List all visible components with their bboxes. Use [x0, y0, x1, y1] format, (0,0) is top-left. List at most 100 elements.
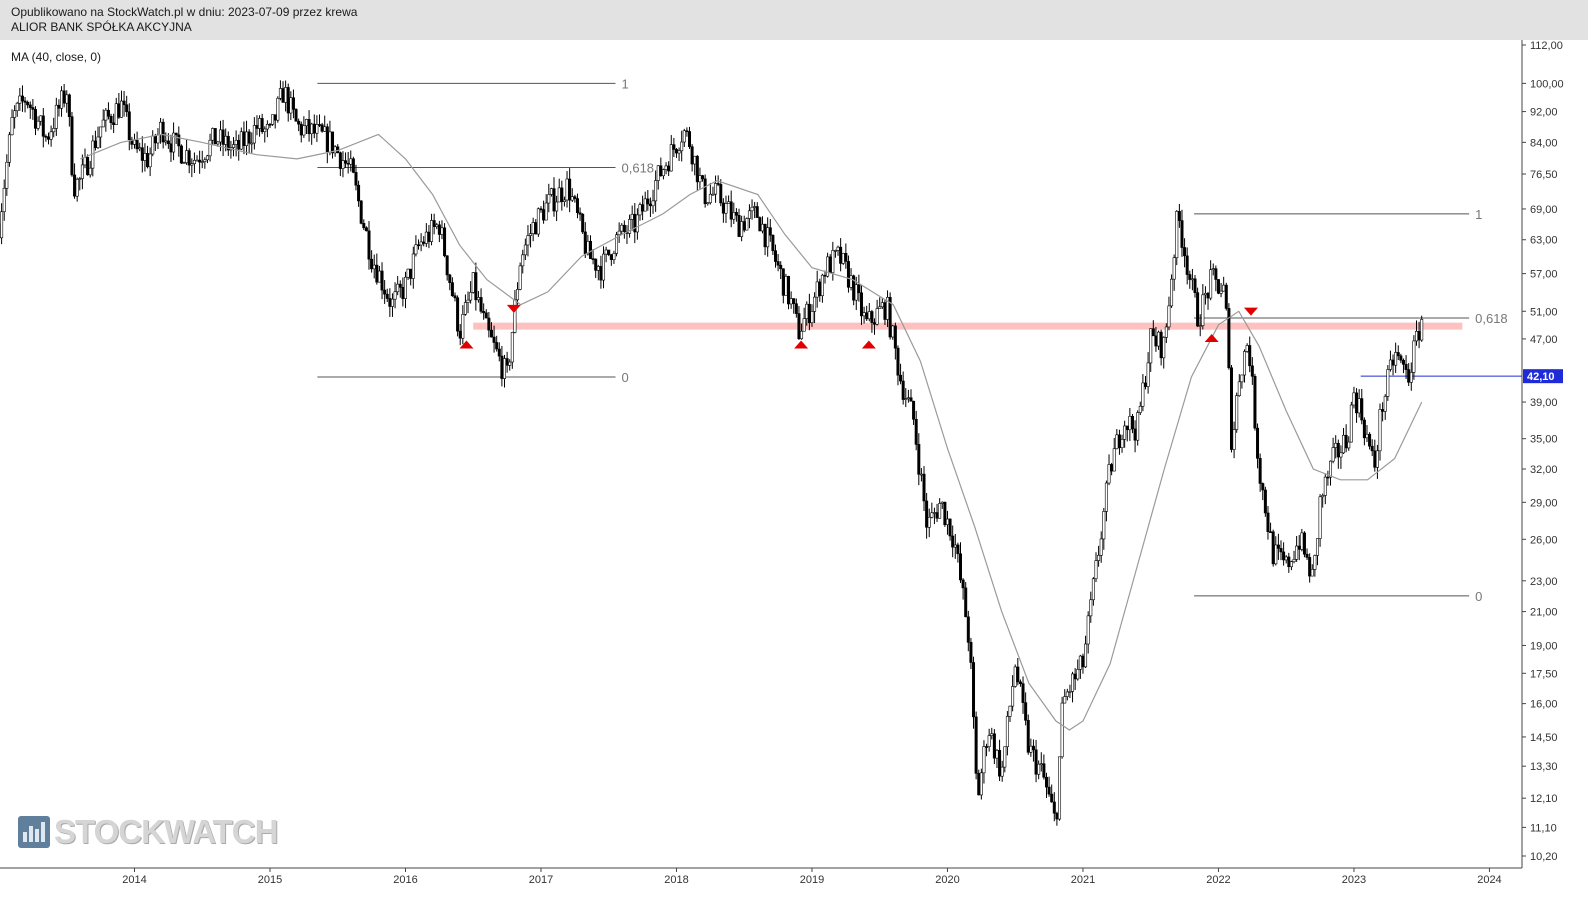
candle-body: [620, 224, 624, 232]
candle-body: [820, 274, 824, 297]
candle-body: [237, 139, 241, 150]
candle-body: [31, 107, 35, 110]
candle-body: [1047, 786, 1051, 795]
candle-body: [497, 348, 501, 357]
candle-body: [781, 268, 785, 296]
candle-body: [200, 161, 204, 163]
candle-body: [409, 268, 413, 279]
candle-body: [232, 144, 236, 148]
candle-body: [13, 110, 17, 118]
candle-body: [1081, 655, 1085, 668]
candle-body: [521, 254, 525, 267]
candle-body: [656, 165, 660, 181]
candle-body: [925, 500, 929, 528]
y-tick-label: 19,00: [1530, 640, 1558, 652]
candle-body: [888, 297, 892, 338]
candle-body: [987, 735, 991, 747]
candle-body: [109, 115, 113, 124]
candle-body: [794, 303, 798, 314]
candle-body: [276, 97, 280, 121]
candle-body: [846, 261, 850, 288]
candle-body: [784, 275, 788, 296]
candle-body: [310, 123, 314, 135]
fib-level-label: 0: [1475, 589, 1482, 604]
up-arrow-marker: [459, 340, 474, 349]
candle-body: [1175, 211, 1179, 259]
candle-body: [73, 174, 77, 197]
candle-body: [1172, 257, 1176, 280]
candle-body: [458, 330, 462, 339]
candle-body: [422, 241, 426, 244]
candle-body: [1336, 442, 1340, 458]
candle-body: [1180, 220, 1184, 248]
x-tick-label: 2017: [529, 874, 553, 886]
candle-body: [1315, 538, 1319, 556]
candle-body: [893, 325, 897, 349]
candle-body: [354, 172, 358, 186]
candle-body: [471, 272, 475, 293]
candle-body: [867, 311, 871, 320]
candle-body: [758, 217, 762, 232]
candle-body: [75, 178, 79, 197]
candle-body: [432, 220, 436, 228]
candle-body: [1282, 551, 1286, 561]
candle-body: [1123, 425, 1127, 440]
candle-body: [250, 142, 254, 145]
candle-body: [714, 183, 718, 195]
candle-body: [1024, 702, 1028, 721]
candle-body: [255, 125, 259, 129]
candle-body: [166, 140, 170, 145]
candle-body: [286, 87, 290, 114]
candle-body: [1198, 325, 1202, 327]
candle-body: [800, 330, 804, 340]
candle-body: [1357, 398, 1361, 414]
candle-body: [703, 178, 707, 205]
y-tick-label: 47,00: [1530, 334, 1558, 346]
candle-body: [513, 299, 517, 333]
candle-body: [573, 196, 577, 199]
candle-body: [643, 198, 647, 212]
candle-body: [792, 298, 796, 305]
candle-body: [1029, 745, 1033, 753]
candle-body: [1003, 746, 1007, 768]
candle-body: [891, 325, 895, 338]
candle-body: [1240, 374, 1244, 383]
current-price-tag: 42,10: [1523, 369, 1563, 384]
candle-body: [578, 212, 582, 215]
candle-body: [484, 312, 488, 319]
candle-body: [1016, 666, 1020, 683]
candle-body: [1177, 211, 1181, 221]
candle-body: [474, 272, 478, 301]
x-tick-label: 2019: [800, 874, 824, 886]
candle-body: [161, 121, 165, 143]
candle-body: [411, 253, 415, 279]
candle-body: [1412, 340, 1416, 373]
candle-body: [5, 161, 9, 189]
candle-body: [367, 230, 371, 260]
x-tick-label: 2022: [1206, 874, 1230, 886]
candle-body: [190, 163, 194, 166]
candle-body: [617, 230, 621, 236]
candle-body: [771, 234, 775, 251]
candle-body: [1297, 545, 1301, 550]
candle-body: [187, 150, 191, 166]
candle-body: [912, 400, 916, 420]
candle-body: [403, 276, 407, 299]
candle-body: [1378, 409, 1382, 452]
candle-body: [1300, 532, 1304, 550]
candle-body: [833, 250, 837, 252]
candle-body: [362, 223, 366, 229]
candle-body: [57, 104, 61, 109]
candle-body: [44, 135, 48, 138]
candle-body: [41, 115, 45, 137]
candle-body: [883, 302, 887, 320]
candle-body: [875, 308, 879, 325]
candle-body: [424, 231, 428, 244]
candle-body: [935, 512, 939, 519]
up-arrow-marker: [861, 340, 876, 349]
candle-body: [273, 114, 277, 121]
candle-body: [226, 135, 230, 151]
candle-body: [1206, 292, 1210, 299]
candle-body: [909, 397, 913, 402]
